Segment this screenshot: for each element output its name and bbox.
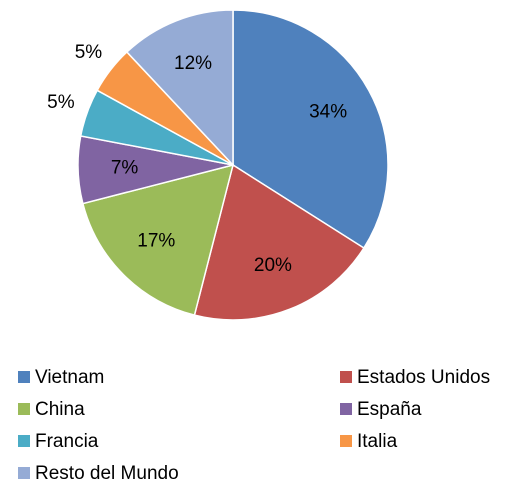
pie-slice <box>125 9 234 167</box>
data-label: 7% <box>111 157 139 178</box>
legend-swatch <box>18 467 30 479</box>
legend-label: Estados Unidos <box>357 367 490 388</box>
legend-label: Resto del Mundo <box>35 463 179 484</box>
legend-swatch <box>18 435 30 447</box>
data-label: 20% <box>254 255 292 276</box>
data-label: 5% <box>75 42 103 63</box>
legend-swatch <box>340 403 352 415</box>
data-label: 17% <box>137 231 175 252</box>
pie-slice <box>193 163 365 321</box>
data-label: 5% <box>47 92 75 113</box>
legend-swatch <box>18 371 30 383</box>
legend-label: Italia <box>357 431 398 452</box>
legend-label: España <box>357 399 422 420</box>
legend-label: China <box>35 399 85 420</box>
legend-swatch <box>340 371 352 383</box>
legend-swatch <box>340 435 352 447</box>
legend-swatch <box>18 403 30 415</box>
pie-slice <box>81 163 235 317</box>
legend-label: Vietnam <box>35 367 104 388</box>
legend-label: Francia <box>35 431 99 452</box>
pie-slice <box>232 9 389 250</box>
data-label: 12% <box>174 53 212 74</box>
data-label: 34% <box>309 102 347 123</box>
